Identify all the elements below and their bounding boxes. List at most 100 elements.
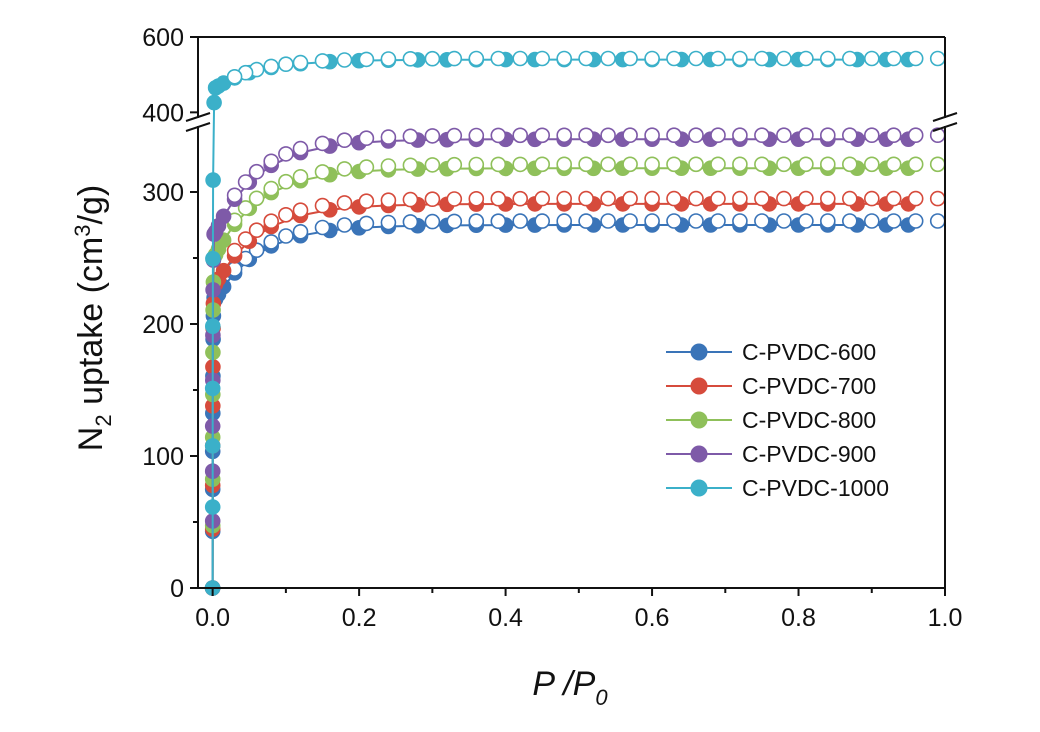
desorption-point-1-48 <box>688 190 704 207</box>
y-axis-title: N2 uptake (cm3/g) <box>70 185 116 451</box>
x-tick-label-1: 0.2 <box>342 604 377 632</box>
desorption-point-3-57 <box>490 127 507 144</box>
desorption-point-4-56 <box>490 50 507 67</box>
desorption-point-2-66 <box>292 169 309 185</box>
desorption-point-4-70 <box>226 69 243 85</box>
desorption-point-2-65 <box>314 164 331 180</box>
desorption-point-2-37 <box>929 156 946 173</box>
desorption-point-4-45 <box>732 50 748 67</box>
plot-frame <box>185 36 958 589</box>
desorption-point-2-45 <box>754 156 770 173</box>
adsorption-point-4-5 <box>205 250 221 267</box>
desorption-point-0-65 <box>314 219 331 236</box>
desorption-point-1-65 <box>314 197 331 214</box>
series-C-PVDC-1000 <box>204 50 946 596</box>
desorption-point-4-58 <box>446 50 463 67</box>
legend-item-4: C-PVDC-1000 <box>666 475 889 501</box>
desorption-point-0-47 <box>710 213 726 229</box>
desorption-point-2-59 <box>446 156 463 173</box>
desorption-point-2-58 <box>468 156 485 173</box>
desorption-point-1-64 <box>336 195 353 211</box>
legend-label-3: C-PVDC-900 <box>742 441 876 467</box>
legend-label-0: C-PVDC-600 <box>742 339 876 365</box>
desorption-point-0-38 <box>907 213 924 229</box>
desorption-point-2-55 <box>534 156 551 173</box>
desorption-point-0-54 <box>556 213 573 229</box>
desorption-point-1-56 <box>512 190 529 207</box>
desorption-point-3-44 <box>776 127 792 143</box>
desorption-point-3-71 <box>226 187 243 204</box>
desorption-point-0-52 <box>600 213 616 229</box>
desorption-point-3-66 <box>292 140 309 157</box>
desorption-point-0-67 <box>278 228 294 244</box>
desorption-point-3-59 <box>446 127 463 144</box>
desorption-point-3-60 <box>424 128 441 144</box>
desorption-point-2-60 <box>424 157 441 173</box>
desorption-point-1-37 <box>929 190 946 207</box>
desorption-point-0-57 <box>490 213 507 229</box>
desorption-point-1-61 <box>402 191 419 208</box>
desorption-point-3-56 <box>512 127 529 144</box>
desorption-point-2-40 <box>863 156 880 173</box>
desorption-point-1-47 <box>710 190 726 207</box>
desorption-point-2-69 <box>248 190 265 207</box>
desorption-point-0-59 <box>446 213 463 230</box>
series-C-PVDC-800 <box>204 156 946 596</box>
desorption-point-2-47 <box>710 156 726 173</box>
desorption-point-0-55 <box>534 213 551 229</box>
desorption-point-4-66 <box>278 56 294 72</box>
desorption-point-1-68 <box>263 213 280 229</box>
legend-marker-3 <box>690 445 708 463</box>
desorption-point-4-50 <box>622 50 638 67</box>
adsorption-point-4-2 <box>204 438 221 454</box>
adsorption-point-4-1 <box>204 499 221 515</box>
x-tick-label-5: 1.0 <box>928 604 963 632</box>
desorption-point-1-69 <box>248 222 265 238</box>
desorption-point-1-58 <box>468 191 485 207</box>
desorption-point-1-63 <box>358 193 375 209</box>
adsorption-point-1-11 <box>215 262 232 279</box>
desorption-point-1-70 <box>237 231 254 247</box>
desorption-point-3-41 <box>841 127 858 143</box>
desorption-point-2-51 <box>622 156 638 173</box>
desorption-point-0-40 <box>863 213 880 229</box>
desorption-point-1-46 <box>732 190 748 207</box>
desorption-point-3-52 <box>600 127 616 144</box>
desorption-point-2-62 <box>380 158 397 174</box>
x-tick-label-2: 0.4 <box>488 604 523 632</box>
x-tick-label-4: 0.8 <box>781 604 816 632</box>
legend-item-0: C-PVDC-600 <box>666 339 876 365</box>
desorption-point-4-54 <box>534 50 551 67</box>
desorption-point-3-63 <box>358 130 375 146</box>
desorption-point-4-57 <box>468 50 485 67</box>
desorption-point-3-58 <box>468 127 485 144</box>
desorption-point-1-49 <box>666 190 682 207</box>
desorption-point-0-61 <box>402 214 419 230</box>
desorption-point-2-44 <box>776 156 792 173</box>
desorption-point-0-68 <box>263 234 280 250</box>
desorption-point-2-41 <box>841 156 858 173</box>
desorption-point-1-54 <box>556 190 573 207</box>
desorption-point-4-59 <box>424 50 441 67</box>
desorption-point-4-37 <box>907 50 924 67</box>
desorption-point-1-51 <box>622 190 638 207</box>
legend-marker-2 <box>690 411 708 429</box>
desorption-point-4-43 <box>776 50 792 67</box>
desorption-point-0-63 <box>358 215 375 232</box>
desorption-point-0-37 <box>929 213 946 229</box>
desorption-point-1-59 <box>446 191 463 207</box>
desorption-point-0-41 <box>841 213 858 229</box>
y-axis-title-superscript: 3 <box>70 225 95 237</box>
desorption-point-1-67 <box>278 207 294 223</box>
desorption-point-3-45 <box>754 127 770 143</box>
desorption-point-4-48 <box>666 50 682 67</box>
desorption-point-0-39 <box>885 213 902 229</box>
desorption-point-4-60 <box>402 50 419 67</box>
desorption-point-3-40 <box>863 127 880 143</box>
desorption-point-2-61 <box>402 157 419 174</box>
desorption-point-1-42 <box>819 190 836 207</box>
x-tick-label-3: 0.6 <box>635 604 670 632</box>
desorption-point-3-43 <box>798 127 814 143</box>
desorption-point-0-66 <box>292 224 309 240</box>
desorption-point-4-42 <box>798 50 814 67</box>
